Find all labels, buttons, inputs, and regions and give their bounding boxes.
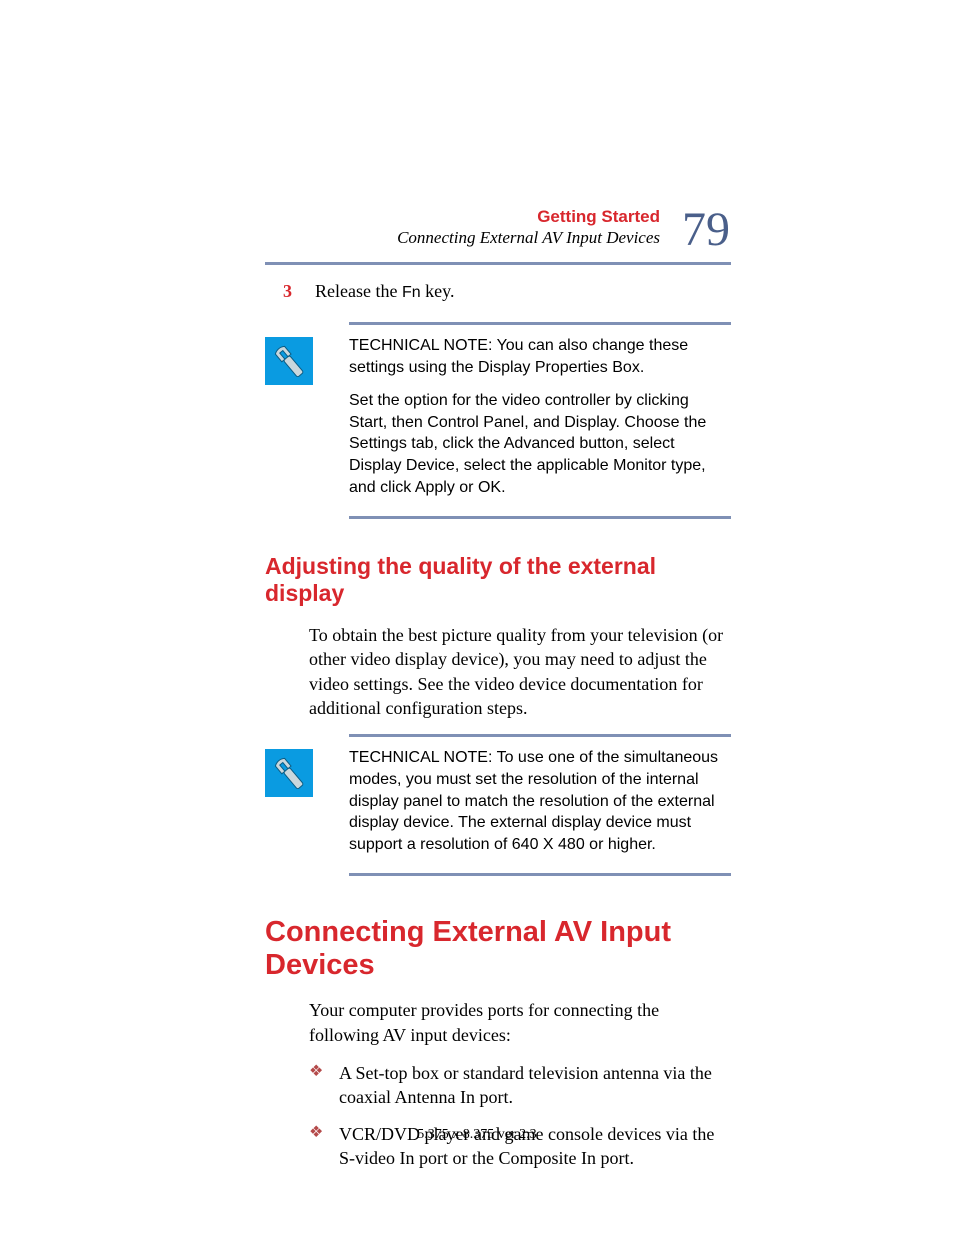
note-text: TECHNICAL NOTE: To use one of the simult… bbox=[349, 747, 731, 861]
body-paragraph: Your computer provides ports for connect… bbox=[309, 998, 731, 1047]
step-number: 3 bbox=[283, 281, 297, 302]
note-paragraph: Set the option for the video controller … bbox=[349, 390, 731, 498]
section-title: Getting Started bbox=[397, 206, 660, 227]
technical-note: TECHNICAL NOTE: You can also change thes… bbox=[265, 325, 731, 516]
body-paragraph: To obtain the best picture quality from … bbox=[309, 623, 731, 720]
wrench-icon bbox=[265, 337, 313, 390]
header-titles: Getting Started Connecting External AV I… bbox=[397, 206, 660, 249]
wrench-icon bbox=[265, 749, 313, 802]
step-item: 3 Release the Fn key. bbox=[265, 265, 731, 322]
footer-text: 5.375 x 8.375 ver 2.3 bbox=[0, 1127, 954, 1143]
section: Adjusting the quality of the external di… bbox=[265, 553, 731, 720]
technical-note: TECHNICAL NOTE: To use one of the simult… bbox=[265, 737, 731, 873]
page-number: 79 bbox=[682, 206, 730, 254]
page: Getting Started Connecting External AV I… bbox=[0, 0, 954, 1235]
heading-quality: Adjusting the quality of the external di… bbox=[265, 553, 731, 607]
step-text: Release the Fn key. bbox=[315, 281, 454, 302]
page-header: Getting Started Connecting External AV I… bbox=[0, 0, 954, 248]
step-text-after: key. bbox=[421, 281, 455, 301]
note-text: TECHNICAL NOTE: You can also change thes… bbox=[349, 335, 731, 504]
header-subtitle: Connecting External AV Input Devices bbox=[397, 227, 660, 248]
divider bbox=[349, 516, 731, 519]
key-name: Fn bbox=[402, 284, 421, 301]
divider bbox=[349, 873, 731, 876]
heading-main: Connecting External AV Input Devices bbox=[265, 916, 731, 982]
note-paragraph: TECHNICAL NOTE: You can also change thes… bbox=[349, 335, 731, 378]
list-item: A Set-top box or standard television ant… bbox=[309, 1061, 731, 1110]
bullet-list: A Set-top box or standard television ant… bbox=[309, 1061, 731, 1170]
content-region: 3 Release the Fn key. bbox=[265, 265, 731, 322]
note-paragraph: TECHNICAL NOTE: To use one of the simult… bbox=[349, 747, 731, 855]
step-text-before: Release the bbox=[315, 281, 402, 301]
